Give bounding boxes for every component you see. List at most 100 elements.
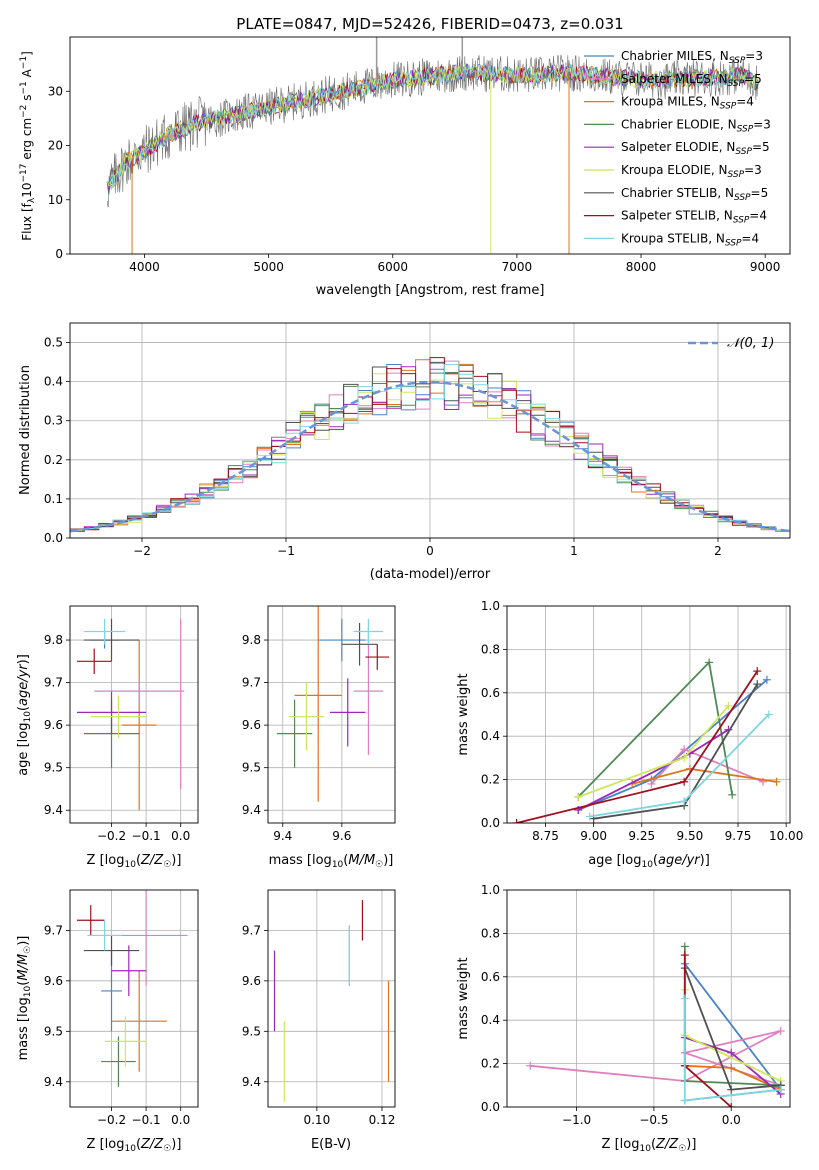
y-label-part: A (20, 68, 34, 81)
y-tick-label: 9.4 (242, 803, 261, 817)
label-part: 10 (332, 860, 344, 870)
x-axis-label: mass [log10(M/M☉)] (269, 853, 394, 870)
legend-label: Salpeter ELODIE, NSSP=5 (621, 140, 770, 157)
legend-n-value: 3 (763, 117, 771, 131)
legend-series-name: Kroupa ELODIE (621, 163, 711, 177)
axes-frame (69, 322, 791, 539)
legend-eq: = (741, 231, 751, 245)
y-label-part: −17 (19, 164, 29, 183)
label-part: )] (171, 853, 181, 868)
x-tick-label: 0.0 (171, 829, 190, 843)
y-axis-label: mass [log10(M/M☉)] (16, 936, 33, 1061)
panel-mass_vs_ebv: 0.10 0.12 9.4 9.5 9.6 9.7 E(B-V) (242, 889, 396, 1152)
spectrum-lines (106, 37, 760, 254)
label-part: ( (16, 706, 31, 711)
x-tick-label: 5000 (253, 260, 284, 274)
y-tick-label: 9.4 (44, 803, 63, 817)
x-tick-label: 2 (714, 544, 722, 558)
label-part: age [log (16, 723, 31, 776)
x-axis-label: Z [log10(Z/Z☉)] (87, 853, 182, 870)
x-tick-label: 8.75 (532, 829, 559, 843)
label-part: 10 (23, 985, 33, 997)
y-label-part: λ (27, 197, 37, 203)
label-part: age/yr (16, 663, 31, 706)
y-tick-label: 0 (55, 247, 63, 261)
y-tick-label: 9.5 (242, 761, 261, 775)
legend-n-value: 3 (755, 49, 763, 63)
x-tick-label: 8000 (626, 260, 657, 274)
legend-n-value: 4 (746, 95, 754, 109)
y-tick-label: 9.7 (242, 923, 261, 937)
legend-series-name: Salpeter MILES (621, 72, 711, 86)
y-tick-label: 0.0 (481, 1100, 500, 1114)
y-tick-label: 20 (48, 139, 63, 153)
errorbars (76, 618, 185, 811)
legend-label: Chabrier STELIB, NSSP=5 (621, 186, 768, 203)
panel-weight_vs_Z: −1.0 −0.5 0.0 0.0 0.2 0.4 0.6 0.8 1.0 mass weight… (456, 883, 791, 1154)
legend-eq: = (751, 186, 761, 200)
legend-series-name: Salpeter STELIB (621, 209, 716, 223)
x-tick-label: 9.25 (628, 829, 655, 843)
legend-n-value: 4 (759, 209, 767, 223)
y-label-part: ] (20, 51, 34, 56)
panel-age_vs_mass: 9.4 9.6 9.4 9.5 9.6 9.7 9.8 mass [log10(M/M☉)] (242, 605, 396, 870)
label-part: ☉ (23, 946, 33, 954)
legend-n-label: , N (703, 95, 720, 109)
x-tick-label: −0.1 (132, 1113, 161, 1127)
label-part: )] (16, 654, 31, 664)
y-label-part: s (20, 95, 34, 105)
y-tick-label: 9.6 (44, 974, 63, 988)
label-part: )] (171, 1137, 181, 1152)
x-tick-label: −0.1 (132, 829, 161, 843)
x-tick-label: −0.2 (97, 829, 126, 843)
label-part: Z/Z (140, 1137, 164, 1152)
legend-eq: = (744, 72, 754, 86)
y-tick-label: 0.4 (481, 729, 500, 743)
legend-n-value: 5 (762, 140, 770, 154)
legend-n-sub: SSP (728, 170, 745, 180)
legend-n-label: , N (720, 117, 737, 131)
y-label-part: Flux [f (20, 202, 34, 240)
y-tick-label: 9.5 (44, 761, 63, 775)
y-label-part: −1 (19, 56, 29, 69)
label-part: Z [log (602, 1137, 640, 1152)
y-tick-label: 9.4 (242, 1075, 261, 1089)
y-tick-label: 0.3 (44, 414, 63, 428)
label-part: ( (16, 981, 31, 986)
x-tick-label: 10.00 (769, 829, 803, 843)
x-tick-label: 0 (426, 544, 434, 558)
panel-mass_vs_Z: −0.2 −0.1 0.09.49.59.69.7Z [log10(Z/Z☉)]ma… (16, 889, 199, 1154)
x-tick-label: 0.12 (369, 1113, 396, 1127)
y-tick-label: 9.7 (44, 676, 63, 690)
x-axis-label: age [log10(age/yr)] (588, 853, 710, 870)
y-tick-label: 0.6 (481, 686, 500, 700)
y-tick-label: 0.4 (44, 375, 63, 389)
y-tick-label: 0.6 (481, 970, 500, 984)
x-axis-label: Z [log10(Z/Z☉)] (87, 1137, 182, 1154)
weight-line (530, 1030, 782, 1087)
legend-n-label: , N (711, 72, 728, 86)
x-tick-label: 9.75 (725, 829, 752, 843)
legend-n-value: 3 (754, 163, 762, 177)
legend-eq: = (745, 49, 755, 63)
legend-label: Kroupa MILES, NSSP=4 (621, 95, 754, 112)
y-axis-label: Normed distribution (18, 365, 33, 495)
x-tick-label: −1.0 (562, 1113, 591, 1127)
legend-n-label: , N (711, 163, 728, 177)
label-part: ( (136, 1137, 141, 1152)
legend-n-value: 4 (751, 231, 759, 245)
label-part: ( (136, 853, 141, 868)
x-tick-label: 0.10 (303, 1113, 330, 1127)
legend-n-label: , N (716, 209, 733, 223)
x-tick-label: −1 (277, 544, 295, 558)
label-part: Z/Z (140, 853, 164, 868)
y-tick-label: 9.6 (44, 718, 63, 732)
legend-n-sub: SSP (729, 56, 746, 66)
x-tick-label: 9.4 (273, 829, 292, 843)
axes-frame (69, 889, 199, 1108)
panels: 4000 5000 6000 7000 8000 90000102030Chabrier … (16, 36, 803, 1154)
y-tick-label: 9.5 (242, 1024, 261, 1038)
weight-line (589, 713, 770, 818)
x-tick-label: 0.0 (171, 1113, 190, 1127)
